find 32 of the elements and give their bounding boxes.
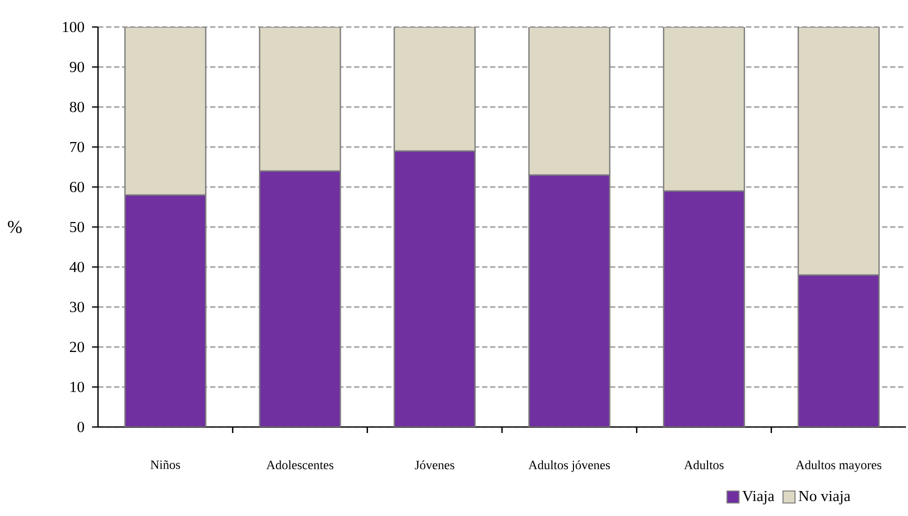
bar bbox=[662, 190, 746, 427]
y-tick-label: 40 bbox=[70, 262, 84, 272]
bar bbox=[798, 26, 880, 276]
x-tick-label: Niños bbox=[150, 460, 180, 470]
y-tick-label: 50 bbox=[70, 222, 84, 232]
y-tick-label: 100 bbox=[62, 22, 84, 32]
bar bbox=[528, 174, 610, 427]
y-tick-label: 90 bbox=[70, 62, 84, 72]
y-tick-label: 60 bbox=[70, 182, 84, 192]
bar bbox=[394, 150, 476, 427]
x-tick-label: Adolescentes bbox=[266, 460, 334, 470]
legend-label: No viaja bbox=[798, 490, 850, 504]
bar bbox=[124, 194, 206, 427]
y-tick-label: 0 bbox=[78, 422, 84, 432]
legend-label: Viaja bbox=[742, 490, 774, 504]
bar bbox=[662, 26, 746, 192]
x-tick-label: Adultos jóvenes bbox=[528, 460, 610, 472]
bar bbox=[258, 26, 342, 172]
y-tick-label: 80 bbox=[70, 102, 84, 112]
bar bbox=[528, 26, 610, 176]
bar bbox=[258, 170, 342, 427]
x-tick-label: Adultos bbox=[684, 460, 724, 470]
y-tick-label: 70 bbox=[70, 142, 84, 152]
bar bbox=[394, 26, 476, 152]
y-tick-label: 30 bbox=[70, 302, 84, 312]
y-axis-title: % bbox=[8, 220, 22, 234]
x-tick-label: Jóvenes bbox=[414, 460, 454, 470]
y-tick-label: 20 bbox=[70, 342, 84, 352]
y-tick-label: 10 bbox=[70, 382, 84, 392]
x-tick-label: Adultos mayores bbox=[796, 460, 882, 472]
bar bbox=[124, 26, 206, 196]
bar bbox=[798, 274, 880, 427]
